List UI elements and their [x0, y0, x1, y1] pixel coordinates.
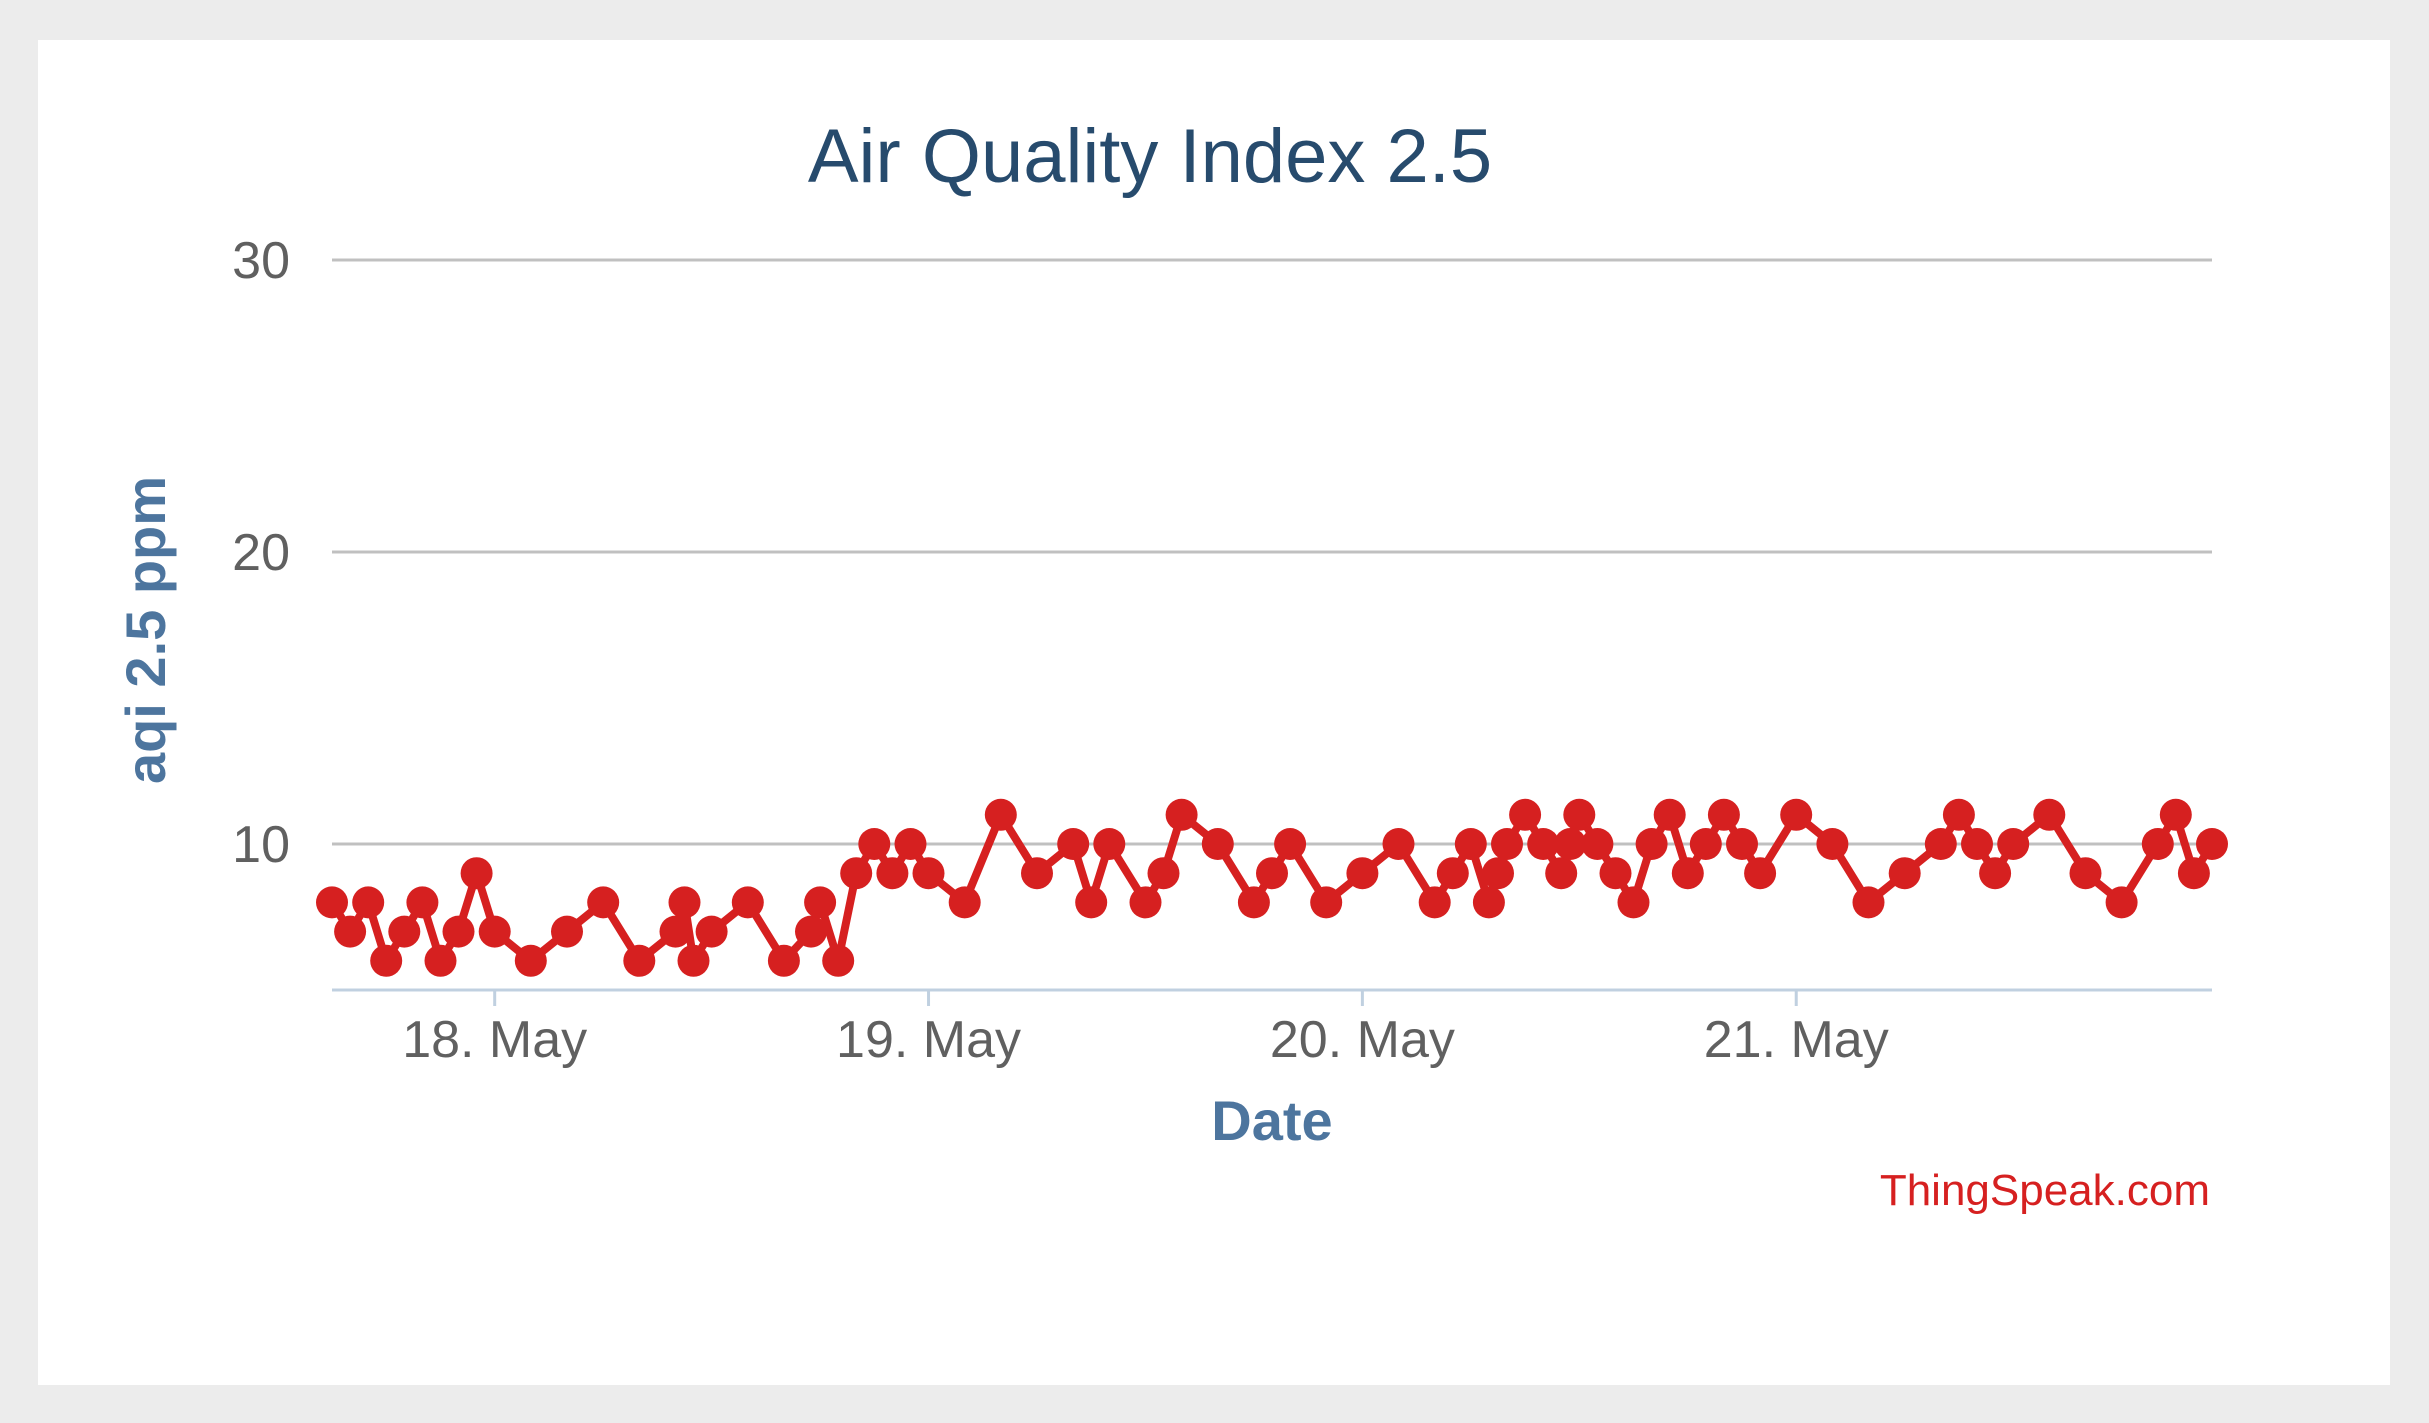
data-point[interactable] [1509, 798, 1542, 831]
data-point[interactable] [1581, 828, 1614, 860]
data-point[interactable] [1382, 828, 1415, 860]
chart-title: Air Quality Index 2.5 [808, 114, 1492, 199]
data-point[interactable] [316, 886, 348, 919]
plot-gridlines [332, 258, 2212, 846]
x-tick-label: 20. May [1270, 1011, 1455, 1069]
data-point[interactable] [1256, 857, 1288, 890]
data-point[interactable] [1979, 857, 2012, 890]
data-point[interactable] [1635, 828, 1668, 860]
data-point[interactable] [2033, 798, 2066, 831]
data-point[interactable] [1201, 828, 1234, 860]
data-point[interactable] [352, 886, 385, 919]
data-series [316, 798, 2228, 977]
data-point[interactable] [1527, 828, 1560, 860]
data-point[interactable] [2069, 857, 2102, 890]
data-point[interactable] [2105, 886, 2138, 919]
data-point[interactable] [478, 915, 511, 948]
data-point[interactable] [424, 944, 457, 977]
data-point[interactable] [659, 915, 692, 948]
data-point[interactable] [1545, 857, 1578, 890]
data-point[interactable] [1707, 798, 1740, 831]
data-point[interactable] [1816, 828, 1849, 860]
data-point[interactable] [1482, 857, 1514, 890]
data-point[interactable] [1274, 828, 1307, 860]
data-point[interactable] [1129, 886, 1162, 919]
data-point[interactable] [822, 944, 855, 977]
data-point[interactable] [876, 857, 909, 890]
data-point[interactable] [370, 944, 403, 977]
data-point[interactable] [2141, 828, 2174, 860]
data-point[interactable] [1563, 798, 1596, 831]
data-point[interactable] [1780, 798, 1813, 831]
data-point[interactable] [1491, 828, 1523, 860]
data-point[interactable] [587, 886, 620, 919]
y-tick-label: 10 [232, 816, 290, 874]
data-point[interactable] [1021, 857, 1053, 890]
data-point[interactable] [1961, 828, 1993, 860]
data-point[interactable] [460, 857, 493, 890]
y-axis-title: aqi 2.5 ppm [114, 476, 177, 784]
data-point[interactable] [1472, 886, 1505, 919]
data-point[interactable] [677, 944, 710, 977]
y-tick-label: 20 [232, 524, 290, 582]
thingspeak-credit-link[interactable]: ThingSpeak.com [1880, 1166, 2210, 1215]
data-point[interactable] [2196, 828, 2228, 860]
x-axis-ticks [493, 990, 1798, 1006]
data-point[interactable] [1888, 857, 1921, 890]
x-axis-tick-labels: 18. May 19. May 20. May 21. May [402, 1011, 1889, 1069]
data-point[interactable] [1436, 857, 1469, 890]
data-point[interactable] [912, 857, 945, 890]
data-point[interactable] [984, 798, 1017, 831]
data-point[interactable] [334, 915, 367, 948]
data-point[interactable] [1689, 828, 1722, 860]
data-point[interactable] [1942, 798, 1975, 831]
data-point[interactable] [795, 915, 827, 948]
data-point[interactable] [1165, 798, 1198, 831]
data-point[interactable] [1744, 857, 1777, 890]
x-tick-label: 19. May [836, 1011, 1021, 1069]
data-point[interactable] [840, 857, 873, 890]
data-point[interactable] [1418, 886, 1451, 919]
x-tick-label: 18. May [402, 1011, 587, 1069]
data-point[interactable] [1671, 857, 1704, 890]
x-tick-label: 21. May [1704, 1011, 1889, 1069]
x-axis-title: Date [1211, 1089, 1332, 1152]
data-point[interactable] [767, 944, 800, 977]
data-point[interactable] [804, 886, 837, 919]
data-point[interactable] [442, 915, 475, 948]
data-point[interactable] [858, 828, 891, 860]
data-point[interactable] [1617, 886, 1650, 919]
data-point[interactable] [406, 886, 439, 919]
data-point[interactable] [695, 915, 728, 948]
chart-card [38, 40, 2390, 1385]
y-tick-label: 30 [232, 232, 290, 290]
data-point[interactable] [1075, 886, 1108, 919]
data-point[interactable] [948, 886, 981, 919]
data-point[interactable] [668, 886, 701, 919]
data-point[interactable] [1093, 828, 1126, 860]
data-point[interactable] [1653, 798, 1686, 831]
data-point[interactable] [1310, 886, 1343, 919]
data-point[interactable] [1599, 857, 1632, 890]
data-point[interactable] [623, 944, 656, 977]
data-point[interactable] [1147, 857, 1180, 890]
data-point[interactable] [514, 944, 547, 977]
data-point[interactable] [1924, 828, 1957, 860]
data-point[interactable] [1997, 828, 2030, 860]
data-point[interactable] [1554, 828, 1587, 860]
data-point[interactable] [1454, 828, 1487, 860]
data-point[interactable] [731, 886, 764, 919]
data-point[interactable] [2159, 798, 2192, 831]
data-point[interactable] [551, 915, 583, 948]
data-point[interactable] [1852, 886, 1885, 919]
data-point[interactable] [1346, 857, 1379, 890]
data-point[interactable] [1057, 828, 1090, 860]
data-point[interactable] [1237, 886, 1270, 919]
data-point[interactable] [894, 828, 927, 860]
data-point[interactable] [388, 915, 421, 948]
y-axis-tick-labels: 10 20 30 [232, 232, 290, 874]
data-point[interactable] [2177, 857, 2210, 890]
data-point[interactable] [1726, 828, 1758, 860]
